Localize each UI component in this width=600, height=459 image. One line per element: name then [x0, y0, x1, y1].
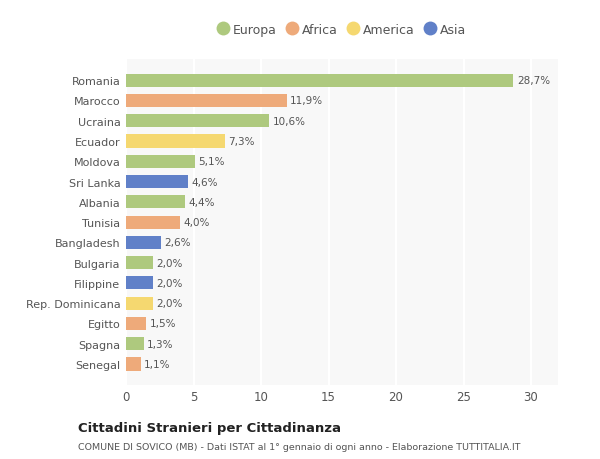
- Text: 2,6%: 2,6%: [164, 238, 191, 248]
- Text: 2,0%: 2,0%: [157, 278, 183, 288]
- Bar: [126, 277, 153, 290]
- Bar: [126, 115, 269, 128]
- Text: 5,1%: 5,1%: [198, 157, 225, 167]
- Text: 11,9%: 11,9%: [290, 96, 323, 106]
- Text: 2,0%: 2,0%: [157, 258, 183, 268]
- Bar: [126, 95, 287, 108]
- Bar: [126, 236, 161, 249]
- Bar: [126, 257, 153, 269]
- Legend: Europa, Africa, America, Asia: Europa, Africa, America, Asia: [218, 23, 466, 37]
- Bar: [126, 358, 141, 371]
- Text: COMUNE DI SOVICO (MB) - Dati ISTAT al 1° gennaio di ogni anno - Elaborazione TUT: COMUNE DI SOVICO (MB) - Dati ISTAT al 1°…: [78, 442, 521, 451]
- Text: 4,4%: 4,4%: [189, 197, 215, 207]
- Bar: [126, 156, 195, 168]
- Text: 10,6%: 10,6%: [272, 117, 305, 127]
- Bar: [126, 297, 153, 310]
- Text: 4,6%: 4,6%: [191, 177, 218, 187]
- Bar: [126, 216, 180, 229]
- Text: 2,0%: 2,0%: [157, 298, 183, 308]
- Text: 1,1%: 1,1%: [144, 359, 171, 369]
- Text: 1,5%: 1,5%: [149, 319, 176, 329]
- Text: 28,7%: 28,7%: [517, 76, 550, 86]
- Text: 1,3%: 1,3%: [147, 339, 173, 349]
- Text: Cittadini Stranieri per Cittadinanza: Cittadini Stranieri per Cittadinanza: [78, 421, 341, 434]
- Bar: [126, 135, 224, 148]
- Text: 4,0%: 4,0%: [184, 218, 210, 228]
- Bar: [126, 176, 188, 189]
- Bar: [126, 337, 143, 351]
- Bar: [126, 317, 146, 330]
- Bar: [126, 74, 514, 88]
- Text: 7,3%: 7,3%: [228, 137, 254, 147]
- Bar: [126, 196, 185, 209]
